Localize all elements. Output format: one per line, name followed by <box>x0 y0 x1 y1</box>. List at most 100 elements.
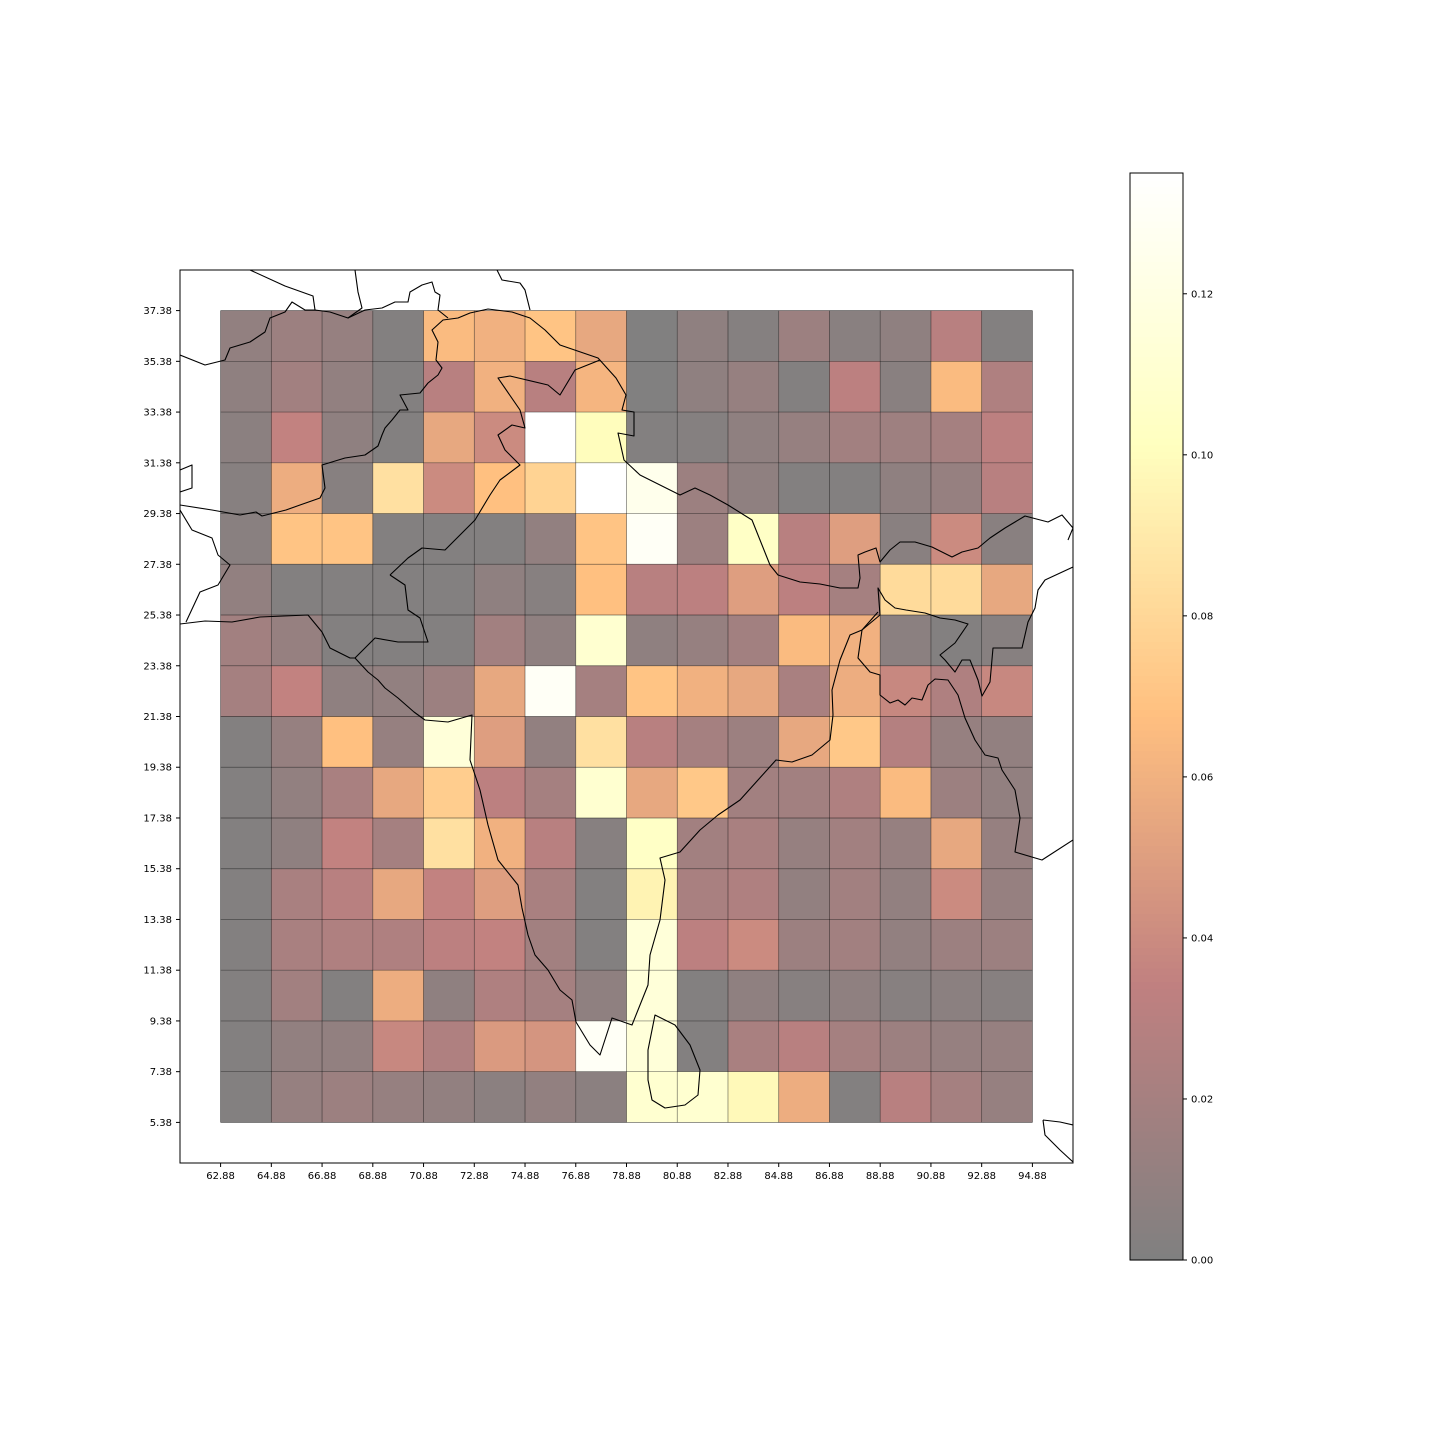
heatmap-cell <box>575 361 627 413</box>
heatmap-cell <box>981 716 1033 768</box>
heatmap-cell <box>727 615 779 666</box>
heatmap-cell <box>525 462 576 514</box>
heatmap-cell <box>575 1020 627 1072</box>
colorbar-band <box>1130 1130 1183 1139</box>
x-tick-label: 72.88 <box>460 1171 489 1182</box>
colorbar-tick-label: 0.10 <box>1191 450 1213 461</box>
heatmap-cell <box>880 817 931 869</box>
colorbar-band <box>1130 757 1183 765</box>
colorbar-band <box>1130 1001 1183 1010</box>
heatmap-cell <box>474 462 526 514</box>
heatmap-cell <box>626 310 678 362</box>
colorbar-band <box>1130 791 1183 799</box>
heatmap-cell <box>474 564 526 616</box>
colorbar-band <box>1130 1029 1183 1037</box>
heatmap-cell <box>322 716 373 768</box>
heatmap-cell <box>880 513 931 565</box>
heatmap-cell <box>778 1071 830 1123</box>
colorbar-band <box>1130 560 1183 568</box>
heatmap-cell <box>575 767 627 818</box>
colorbar-band <box>1130 519 1183 527</box>
heatmap-cell <box>575 412 627 463</box>
y-axis-ticks: 37.38 35.38 33.38 31.38 29.38 27.38 25.38 23.38… <box>143 306 180 1129</box>
colorbar-band <box>1130 981 1183 989</box>
colorbar-band <box>1130 1239 1183 1248</box>
colorbar-band <box>1130 526 1183 534</box>
colorbar-band <box>1130 1103 1183 1112</box>
x-tick-label: 80.88 <box>663 1171 692 1182</box>
heatmap-cell <box>220 615 272 666</box>
heatmap-cell <box>626 767 678 818</box>
y-tick-label: 13.38 <box>143 915 172 926</box>
x-tick-label: 66.88 <box>308 1171 337 1182</box>
colorbar-band <box>1130 798 1183 806</box>
heatmap-cell <box>778 513 830 565</box>
heatmap-cell <box>423 310 475 362</box>
heatmap-cell <box>778 665 830 717</box>
heatmap-cell <box>778 1020 830 1072</box>
colorbar-band <box>1130 1022 1183 1030</box>
heatmap-cell <box>981 361 1033 413</box>
colorbar-band <box>1130 1171 1183 1180</box>
heatmap-cell <box>271 361 323 413</box>
heatmap-cell <box>626 716 678 768</box>
heatmap-cell <box>372 1071 424 1123</box>
heatmap-cell <box>322 412 373 463</box>
heatmap-cell <box>626 361 678 413</box>
x-tick-label: 70.88 <box>409 1171 438 1182</box>
heatmap-cell <box>727 462 779 514</box>
colorbar-band <box>1130 356 1183 364</box>
colorbar-band <box>1130 370 1183 378</box>
colorbar-band <box>1130 933 1183 942</box>
y-tick-label: 19.38 <box>143 763 172 774</box>
colorbar-band <box>1130 682 1183 690</box>
heatmap-cell <box>271 919 323 971</box>
colorbar-band <box>1130 1144 1183 1152</box>
colorbar-band <box>1130 913 1183 921</box>
colorbar-band <box>1130 322 1183 330</box>
heatmap-cell <box>727 310 779 362</box>
colorbar-band <box>1130 845 1183 853</box>
colorbar-band <box>1130 954 1183 962</box>
heatmap-cell <box>322 564 373 616</box>
colorbar-band <box>1130 852 1183 860</box>
heatmap-cell <box>880 1020 931 1072</box>
heatmap-cell <box>372 412 424 463</box>
colorbar-band <box>1130 308 1183 317</box>
colorbar-band <box>1130 1178 1183 1186</box>
colorbar-band <box>1130 811 1183 820</box>
heatmap-cell <box>474 767 526 818</box>
heatmap-cell <box>474 665 526 717</box>
colorbar-band <box>1130 268 1183 276</box>
colorbar-band <box>1130 1042 1183 1050</box>
heatmap-cell <box>220 970 272 1021</box>
heatmap-cell <box>778 767 830 818</box>
heatmap-cell <box>271 615 323 666</box>
heatmap-cell <box>271 767 323 818</box>
heatmap-cell <box>880 615 931 666</box>
heatmap-cell <box>271 665 323 717</box>
heatmap-cell <box>930 462 982 514</box>
colorbar-band <box>1130 458 1183 466</box>
y-tick-label: 29.38 <box>143 509 172 520</box>
heatmap-cell <box>880 970 931 1021</box>
heatmap-cell <box>981 970 1033 1021</box>
heatmap-cell <box>525 970 576 1021</box>
cell-grid-lines <box>220 310 1033 1123</box>
heatmap-cell <box>322 513 373 565</box>
heatmap-cell <box>220 361 272 413</box>
colorbar-band <box>1130 961 1183 969</box>
colorbar-band <box>1130 376 1183 385</box>
heatmap-cell <box>677 310 728 362</box>
heatmap-cell <box>372 817 424 869</box>
heatmap-cell <box>778 868 830 920</box>
colorbar-band <box>1130 274 1183 283</box>
heatmap-cell <box>575 919 627 971</box>
heatmap-cell <box>423 1071 475 1123</box>
heatmap-cell <box>525 716 576 768</box>
heatmap-cell <box>372 665 424 717</box>
colorbar-band <box>1130 451 1183 459</box>
coastline-india <box>180 308 1073 589</box>
heatmap-cell <box>525 919 576 971</box>
colorbar-band <box>1130 573 1183 582</box>
